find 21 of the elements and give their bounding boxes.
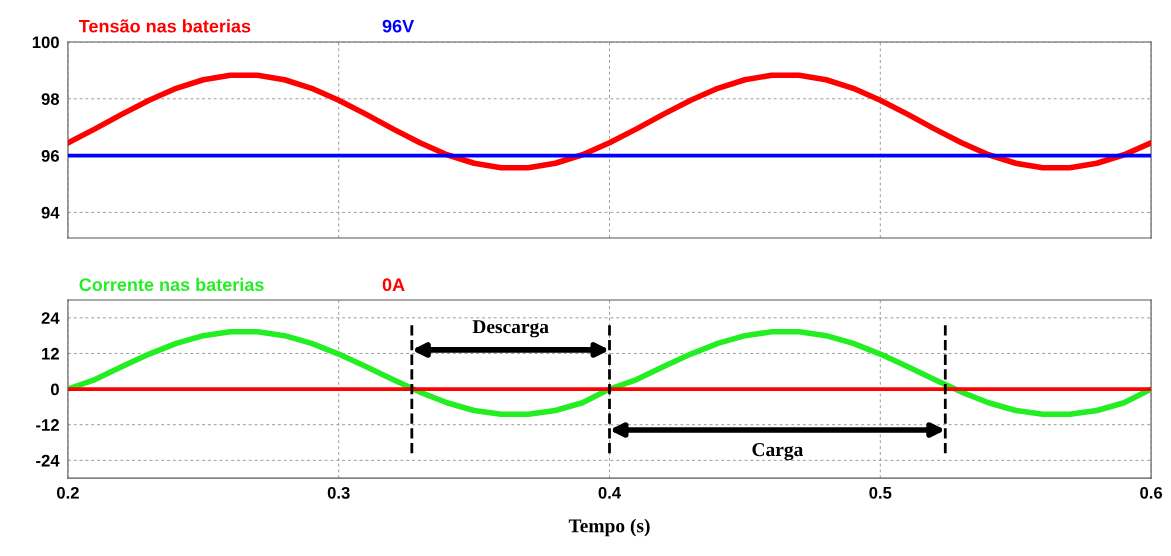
x-tick-label: 0.3 [327,486,350,499]
text: 0A [382,278,405,292]
text: Corrente nas baterias [79,277,264,292]
x-axis-title: Tempo (s) [568,518,650,537]
y-tick-label: 96 [41,150,59,162]
x-tick-label: 0.5 [869,486,892,499]
y-tick-label: -24 [36,454,60,467]
text: Tensão nas baterias [78,19,251,33]
x-tick-label: 0.4 [598,486,621,499]
x-tick-label: 0.2 [56,486,79,499]
y-tick-label: -12 [36,419,59,431]
y-tick-label: 98 [41,93,60,105]
y-tick-label: 24 [41,312,60,324]
annotation: Carga [752,443,804,461]
y-tick-label: 12 [42,347,59,360]
y-tick-label: 94 [41,206,60,219]
x-tick-label: 0.6 [1140,486,1163,499]
annotation: Descarga [472,320,549,338]
text: 96V [382,19,415,33]
y-tick-label: 0 [50,383,59,396]
y-tick-label: 100 [32,36,59,49]
